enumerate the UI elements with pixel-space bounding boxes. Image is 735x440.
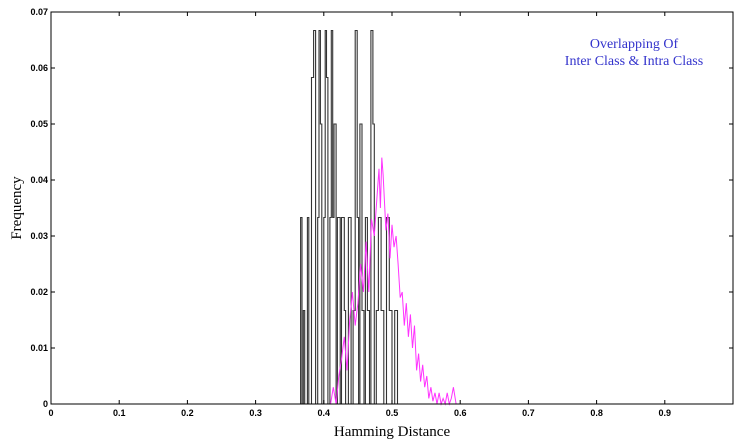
x-tick-label: 0.7 [522, 408, 535, 418]
y-tick-label: 0.03 [30, 231, 48, 241]
y-tick-label: 0.02 [30, 287, 48, 297]
y-tick-label: 0.05 [30, 119, 48, 129]
x-tick-label: 0 [48, 408, 53, 418]
x-tick-label: 0.2 [181, 408, 194, 418]
annotation-line-1: Overlapping Of [590, 37, 679, 52]
x-tick-label: 0.9 [659, 408, 672, 418]
y-axis-label: Frequency [9, 176, 25, 240]
series-layer [51, 29, 733, 406]
ticks-layer: 0 0.1 0.2 0.3 0.4 0.5 0.6 0.7 0.8 0.9 0 0.01 0.02 0.0… [30, 7, 733, 418]
x-tick-label: 0.3 [249, 408, 262, 418]
inter-class-series-line [51, 29, 733, 405]
x-tick-label: 0.6 [454, 408, 467, 418]
y-tick-label: 0.01 [30, 343, 48, 353]
y-tick-label: 0.04 [30, 175, 48, 185]
x-tick-label: 0.4 [318, 408, 331, 418]
annotation-line-2: Inter Class & Intra Class [565, 54, 703, 69]
x-tick-label: 0.5 [386, 408, 399, 418]
x-axis-label: Hamming Distance [334, 424, 451, 440]
y-tick-label: 0.06 [30, 63, 48, 73]
y-tick-label: 0.07 [30, 7, 48, 17]
x-tick-label: 0.8 [590, 408, 603, 418]
x-tick-label: 0.1 [113, 408, 126, 418]
y-tick-label: 0 [43, 399, 48, 409]
intra-class-series-line [51, 157, 733, 406]
